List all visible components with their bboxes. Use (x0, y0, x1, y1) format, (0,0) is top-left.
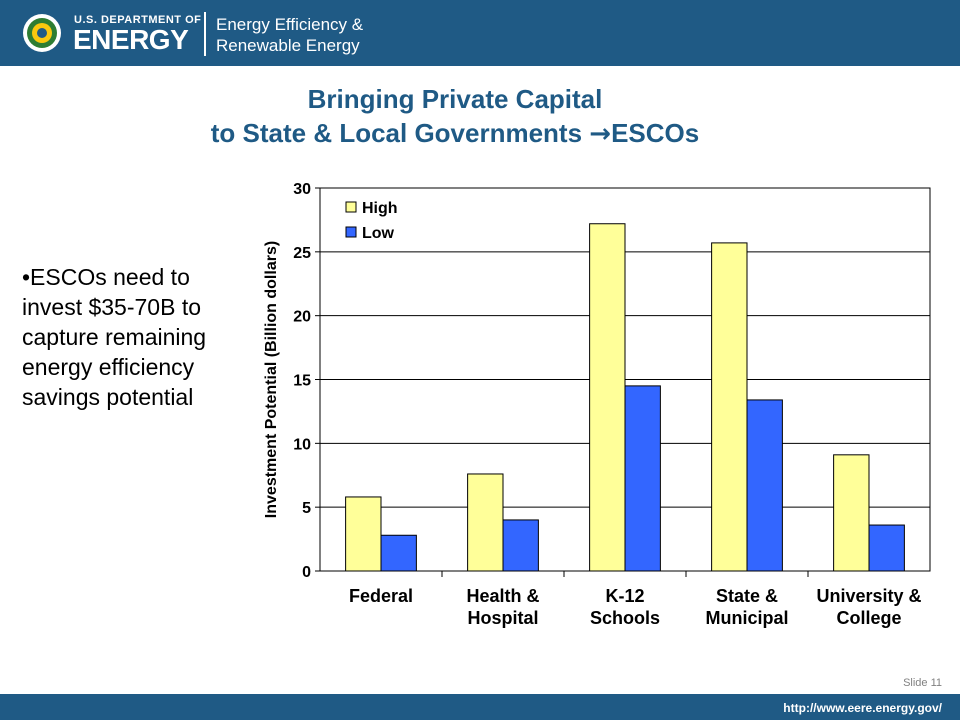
agency-name-small: U.S. DEPARTMENT OF (74, 14, 202, 26)
y-axis-title: Investment Potential (Billion dollars) (263, 241, 280, 518)
footer-line (0, 694, 960, 698)
bar-low (624, 385, 661, 572)
x-tick-label: College (836, 608, 901, 628)
x-tick-label: Schools (590, 608, 660, 628)
slide-number: Slide 11 (903, 677, 942, 689)
bar-chart: 0 5 10 15 20 25 30 Investment Potential (Billio… (263, 181, 931, 628)
office-name-line2: Renewable Energy (216, 36, 360, 55)
x-tick-label: State & (716, 586, 778, 606)
y-tick-label: 10 (293, 436, 311, 453)
y-tick-label: 0 (302, 564, 311, 581)
y-tick-label: 20 (293, 309, 311, 326)
footer-url[interactable]: http://www.eere.energy.gov/ (783, 701, 942, 715)
legend-label: Low (362, 225, 395, 242)
legend-swatch-low (345, 226, 357, 238)
bar-low (868, 524, 905, 572)
bar-high (833, 454, 870, 572)
y-tick-label: 5 (302, 500, 311, 517)
legend-label: High (362, 200, 398, 217)
bar-high (711, 242, 748, 572)
bar-high (345, 496, 382, 572)
bar-high (467, 473, 504, 572)
x-tick-label: Hospital (467, 608, 538, 628)
office-name-line1: Energy Efficiency & (216, 15, 364, 34)
x-tick-label: Municipal (705, 608, 788, 628)
slide-title-line2-text: to State & Local Governments (210, 118, 590, 148)
bar-low (502, 519, 539, 572)
x-tick-label: University & (816, 586, 921, 606)
bar-high (589, 223, 626, 572)
slide-title-tail: ESCOs (611, 118, 700, 148)
header-banner: U.S. DEPARTMENT OF ENERGY Energy Efficie… (0, 0, 960, 66)
agency-name-big: ENERGY (73, 24, 189, 55)
arrow-right-icon: → (589, 119, 612, 149)
x-tick-label: K-12 (605, 586, 644, 606)
header-divider (204, 12, 206, 56)
slide-title: Bringing Private Capital to State & Loca… (0, 82, 910, 151)
y-tick-label: 30 (293, 181, 311, 198)
bar-low (746, 399, 783, 572)
slide-title-line2: to State & Local Governments →ESCOs (0, 116, 910, 151)
bar-low (380, 534, 417, 572)
bullet-text: •ESCOs need to invest $35-70B to capture… (22, 264, 207, 410)
y-tick-label: 15 (293, 373, 311, 390)
slide-title-line1: Bringing Private Capital (307, 84, 603, 114)
legend-swatch-high (345, 201, 357, 213)
doe-seal-icon (23, 14, 61, 52)
y-tick-label: 25 (293, 245, 311, 262)
x-tick-label: Federal (349, 586, 413, 606)
footer-bar (0, 698, 960, 720)
x-tick-label: Health & (466, 586, 539, 606)
office-name: Energy Efficiency & Renewable Energy (216, 14, 363, 56)
